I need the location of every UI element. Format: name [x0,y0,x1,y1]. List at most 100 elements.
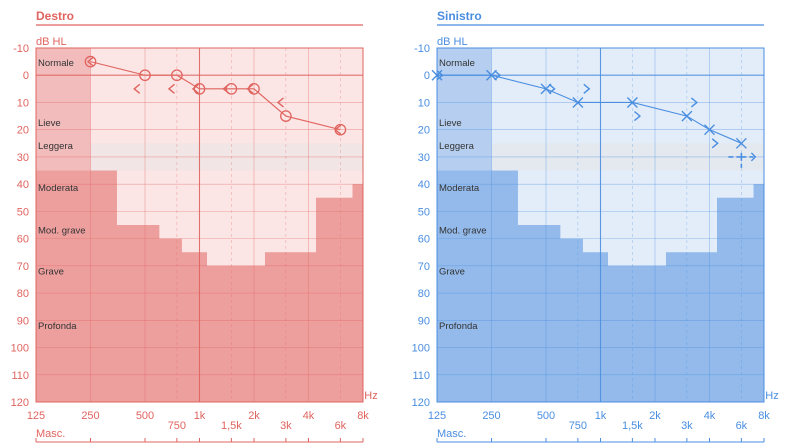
y-tick-label: 10 [418,97,430,109]
air-marker-cross [486,69,497,81]
y-tick-label: 120 [11,397,29,409]
air-marker-cross [431,69,443,81]
zone-label: Normale [38,58,74,69]
y-axis-unit: dB HL [437,36,468,48]
x-tick-label: 1k [194,410,206,422]
y-tick-label: 70 [418,261,430,273]
masked-marker-chevron [750,152,757,162]
x-tick-label: 4k [704,410,716,422]
zone-label: Grave [439,266,465,277]
zone-label: Leggera [439,141,475,152]
x-tick-label: 250 [482,410,500,422]
x-tick-label-intermediate: 750 [168,420,186,432]
bone-marker-chevron [167,83,175,94]
zone-label: Lieve [439,118,462,129]
bone-marker-chevron [191,83,199,94]
y-tick-label: 100 [412,343,430,355]
plot-frame [436,47,765,403]
air-marker-cross [572,96,584,108]
x-tick-label-intermediate: 6k [736,420,748,432]
y-tick-label: 20 [418,125,430,137]
y-tick-label: 0 [424,70,430,82]
y-tick-label: 30 [418,152,430,164]
zone-label: Profonda [439,321,478,332]
y-tick-label: 80 [418,288,430,300]
zone-label: Mod. grave [38,225,86,236]
y-tick-label: 50 [418,206,430,218]
y-tick-label: 70 [17,261,29,273]
x-tick-label: 8k [357,410,369,422]
zone-label: Mod. grave [439,225,487,236]
air-marker-cross [735,137,747,149]
x-tick-label: 125 [27,410,45,422]
air-marker-cross [704,124,715,136]
y-tick-label: 60 [17,234,29,246]
x-tick-label-intermediate: 1,5k [622,420,643,432]
x-tick-label-intermediate: 3k [280,420,292,432]
air-marker-circle [84,55,97,68]
bone-marker-chevron [690,97,698,108]
x-tick-label: 1k [595,410,607,422]
air-marker-circle [248,82,260,95]
x-tick-label: 2k [649,410,661,422]
x-tick-label-intermediate: 1,5k [221,420,242,432]
zone-label: Moderata [439,183,480,194]
air-marker-circle [193,82,206,95]
y-tick-label: 110 [11,370,29,382]
bone-marker-chevron [436,70,444,81]
bone-marker-chevron [634,111,642,122]
zone-label: Moderata [38,183,79,194]
x-tick-label: 250 [81,410,99,422]
air-marker-cross [681,110,693,122]
air-marker-cross [626,96,638,108]
bone-marker-chevron [334,124,342,135]
masking-label: Masc. [437,428,466,440]
air-marker-circle [171,69,183,82]
y-tick-label: 20 [17,125,29,137]
y-tick-label: 60 [418,234,430,246]
zone-label: Grave [38,266,64,277]
bone-marker-chevron [276,97,284,108]
air-marker-circle [139,69,151,82]
zone-label: Normale [439,58,475,69]
x-tick-label: 500 [537,410,555,422]
panel-sinistro: Sinistro dB HL -10 0 10 20 30 40 50 60 70 80 90 100 11… [412,9,779,443]
plot-frame [35,47,364,403]
air-conduction-line [437,74,742,144]
y-tick-label: 40 [17,179,29,191]
bone-marker-chevron [583,83,591,94]
panel-title: Destro [36,9,74,23]
y-axis-unit: dB HL [36,36,67,48]
y-tick-label: 0 [23,70,29,82]
x-tick-label-intermediate: 3k [681,420,693,432]
bone-marker-chevron [86,56,94,67]
y-tick-label: -10 [414,43,430,55]
y-tick-label: 80 [17,288,29,300]
bone-marker-chevron [246,83,254,94]
bone-marker-chevron [711,138,719,149]
masking-label: Masc. [36,428,65,440]
panel-title: Sinistro [437,9,482,23]
bone-marker-chevron [548,83,556,94]
air-marker-cross [540,83,552,95]
y-tick-label: 90 [17,315,29,327]
y-tick-label: 50 [17,206,29,218]
x-tick-label: 125 [428,410,446,422]
x-tick-label-intermediate: 6k [335,420,347,432]
y-tick-label: 10 [17,97,29,109]
masked-marker [728,152,754,168]
x-tick-label-intermediate: 750 [569,420,587,432]
zone-label: Profonda [38,321,77,332]
y-tick-label: 100 [11,343,29,355]
y-tick-label: 30 [17,152,29,164]
air-marker-circle [280,110,292,122]
y-tick-label: 120 [412,397,430,409]
bone-marker-chevron [133,83,141,94]
x-tick-label: 500 [136,410,154,422]
x-axis-unit: Hz [364,390,377,402]
y-tick-label: 110 [412,370,430,382]
bone-marker-chevron [222,83,230,94]
x-tick-label: 2k [248,410,260,422]
zone-label: Lieve [38,118,61,129]
